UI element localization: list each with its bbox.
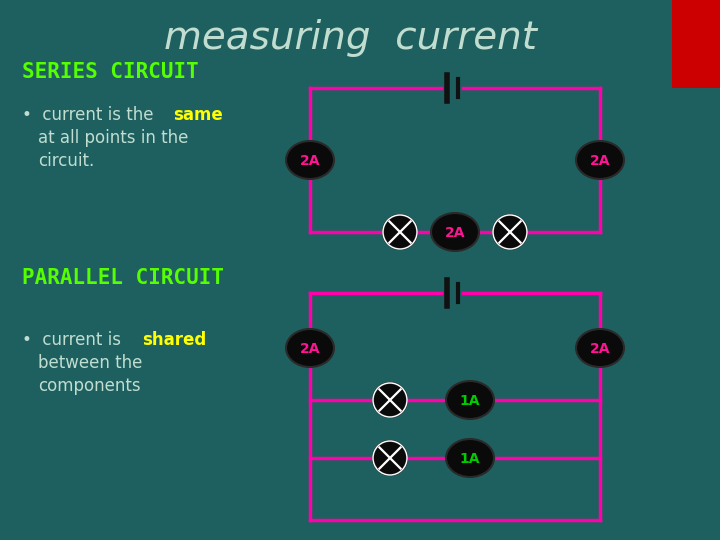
Text: 2A: 2A <box>300 154 320 168</box>
Ellipse shape <box>286 141 334 179</box>
Ellipse shape <box>286 329 334 367</box>
Text: 1A: 1A <box>460 452 480 466</box>
Circle shape <box>383 215 417 249</box>
Text: PARALLEL CIRCUIT: PARALLEL CIRCUIT <box>22 268 224 288</box>
Circle shape <box>373 383 407 417</box>
Text: circuit.: circuit. <box>38 152 94 170</box>
Ellipse shape <box>446 439 494 477</box>
Text: •  current is the: • current is the <box>22 106 158 124</box>
Text: •  current is: • current is <box>22 331 126 349</box>
Circle shape <box>493 215 527 249</box>
Text: 1A: 1A <box>460 394 480 408</box>
Text: 2A: 2A <box>445 226 465 240</box>
Text: 2A: 2A <box>590 154 611 168</box>
Text: components: components <box>38 377 140 395</box>
Circle shape <box>373 441 407 475</box>
Ellipse shape <box>446 381 494 419</box>
Text: at all points in the: at all points in the <box>38 129 189 147</box>
Ellipse shape <box>576 141 624 179</box>
Text: same: same <box>173 106 222 124</box>
Ellipse shape <box>431 213 479 251</box>
Ellipse shape <box>576 329 624 367</box>
Text: measuring  current: measuring current <box>163 19 536 57</box>
Text: 2A: 2A <box>590 342 611 356</box>
Text: 2A: 2A <box>300 342 320 356</box>
Text: between the: between the <box>38 354 143 372</box>
Text: shared: shared <box>142 331 206 349</box>
Text: SERIES CIRCUIT: SERIES CIRCUIT <box>22 62 199 82</box>
Bar <box>672 0 720 88</box>
